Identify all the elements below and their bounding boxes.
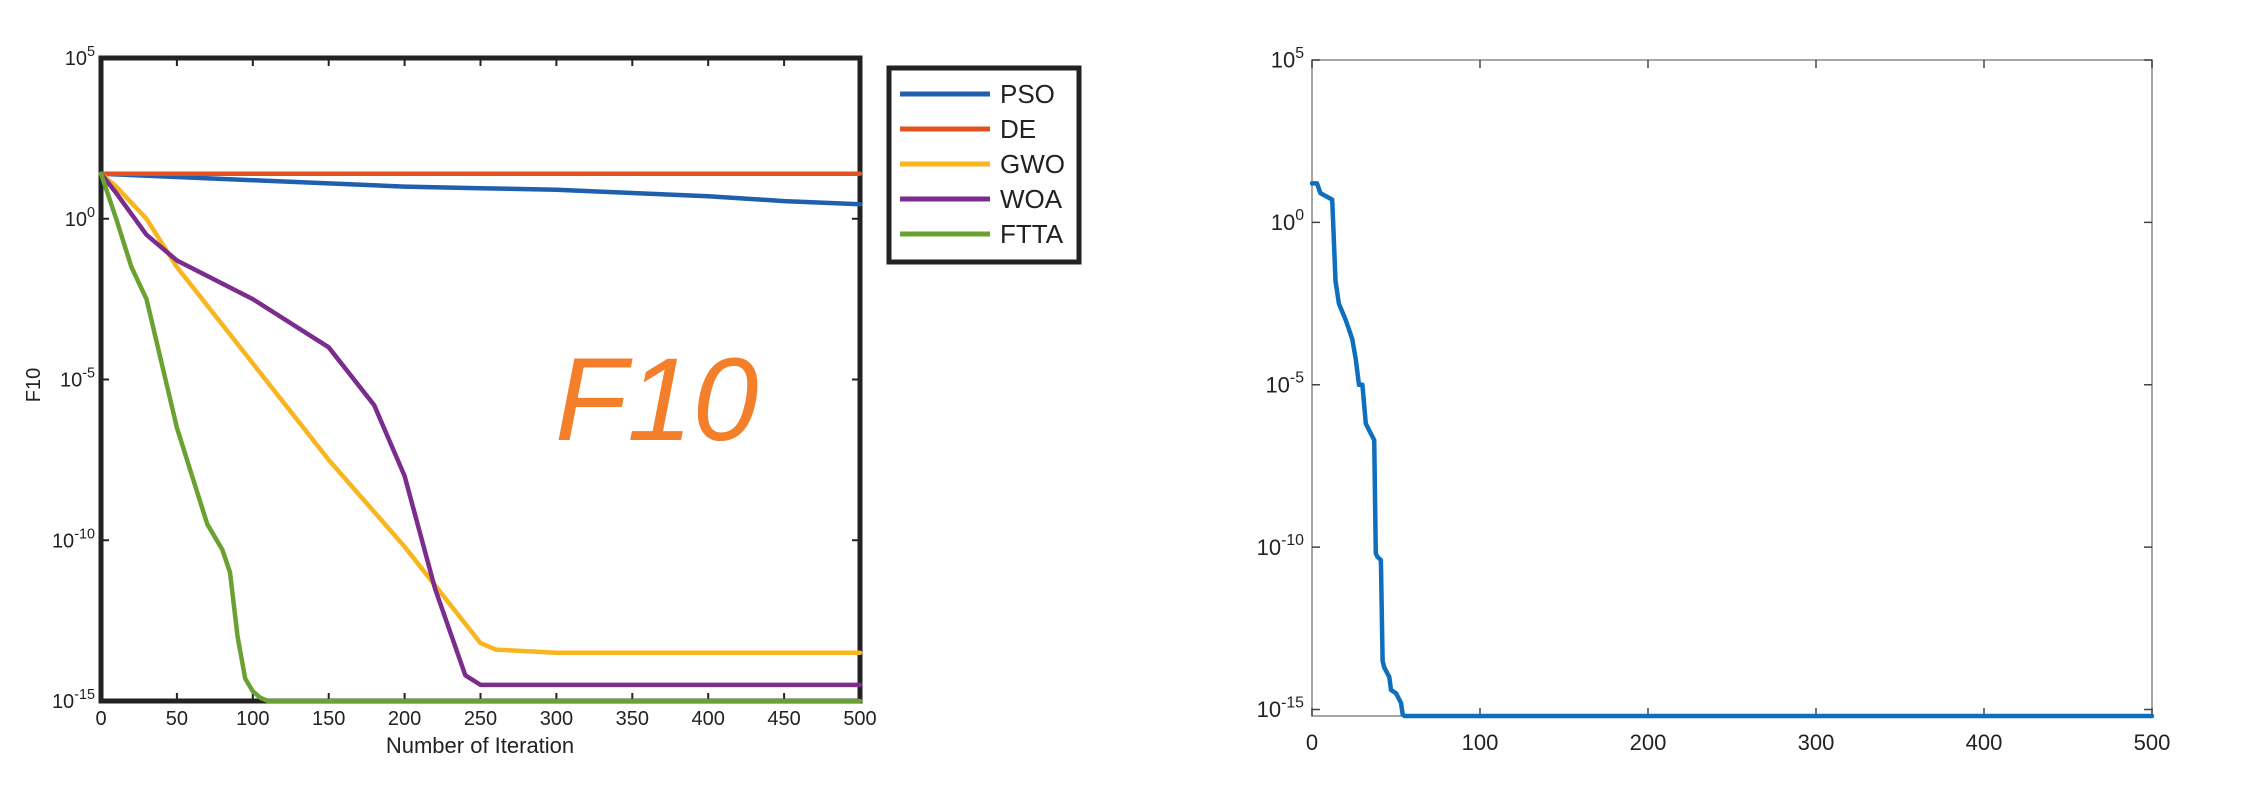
right-x-tick-label: 200 (1630, 730, 1667, 755)
left-x-tick-label: 450 (767, 708, 800, 730)
right-series-lines (1309, 181, 2155, 719)
left-y-tick-label: 105 (65, 44, 95, 70)
left-y-tick-label: 10-5 (60, 366, 95, 392)
legend-label-pso: PSO (1000, 79, 1055, 109)
left-series-lines (98, 171, 863, 704)
right-chart: 0 100 200 300 400 500 10-15 10-10 10-5 100 105 (1257, 45, 2171, 755)
right-x-tick-label: 300 (1798, 730, 1835, 755)
right-y-axis: 10-15 10-10 10-5 100 105 (1257, 45, 2152, 722)
left-y-tick-label: 10-10 (52, 526, 95, 552)
right-x-axis: 0 100 200 300 400 500 (1306, 60, 2170, 755)
legend-label-de: DE (1000, 114, 1036, 144)
right-x-tick-label: 0 (1306, 730, 1318, 755)
left-x-tick-label: 350 (616, 708, 649, 730)
legend-label-ftta: FTTA (1000, 219, 1064, 249)
right-x-tick-label: 400 (1966, 730, 2003, 755)
left-x-tick-label: 0 (95, 708, 106, 730)
right-y-tick-label: 105 (1271, 45, 1304, 73)
right-x-tick-label: 500 (2134, 730, 2171, 755)
left-y-tick-label: 100 (65, 205, 95, 231)
f10-annotation: F10 (555, 334, 758, 466)
left-x-tick-label: 300 (540, 708, 573, 730)
left-x-axis-label: Number of Iteration (386, 733, 574, 758)
legend-items: PSO DE GWO WOA FTTA (900, 79, 1065, 249)
left-x-tick-label: 50 (166, 708, 188, 730)
legend-label-gwo: GWO (1000, 149, 1065, 179)
right-y-tick-label: 10-10 (1257, 532, 1305, 560)
left-y-axis: 10-15 10-10 10-5 100 105 (52, 44, 860, 713)
right-series-line-0 (1309, 181, 2155, 719)
right-x-tick-label: 100 (1462, 730, 1499, 755)
left-series-line-pso (98, 171, 863, 207)
left-x-tick-label: 200 (388, 708, 421, 730)
left-chart: 0 50 100 150 200 250 300 350 400 450 500 10-1510-1… (23, 44, 877, 758)
left-x-tick-label: 150 (312, 708, 345, 730)
left-series-line-woa (98, 171, 863, 688)
right-y-tick-label: 10-5 (1265, 370, 1304, 398)
left-y-axis-label: F10 (23, 368, 45, 402)
right-y-tick-label: 100 (1271, 207, 1304, 235)
left-x-tick-label: 400 (692, 708, 725, 730)
right-y-tick-label: 10-15 (1257, 694, 1305, 722)
left-x-tick-label: 500 (843, 708, 876, 730)
left-series-line-gwo (98, 171, 863, 656)
legend-label-woa: WOA (1000, 184, 1063, 214)
left-y-tick-label: 10-15 (52, 687, 95, 713)
right-plot-frame (1311, 59, 2153, 717)
legend: PSO DE GWO WOA FTTA (886, 65, 1082, 265)
left-x-tick-label: 100 (236, 708, 269, 730)
left-series-line-ftta (98, 171, 863, 704)
left-x-tick-label: 250 (464, 708, 497, 730)
left-x-axis: 0 50 100 150 200 250 300 350 400 450 500 (95, 58, 877, 730)
left-plot-frame (98, 55, 863, 704)
